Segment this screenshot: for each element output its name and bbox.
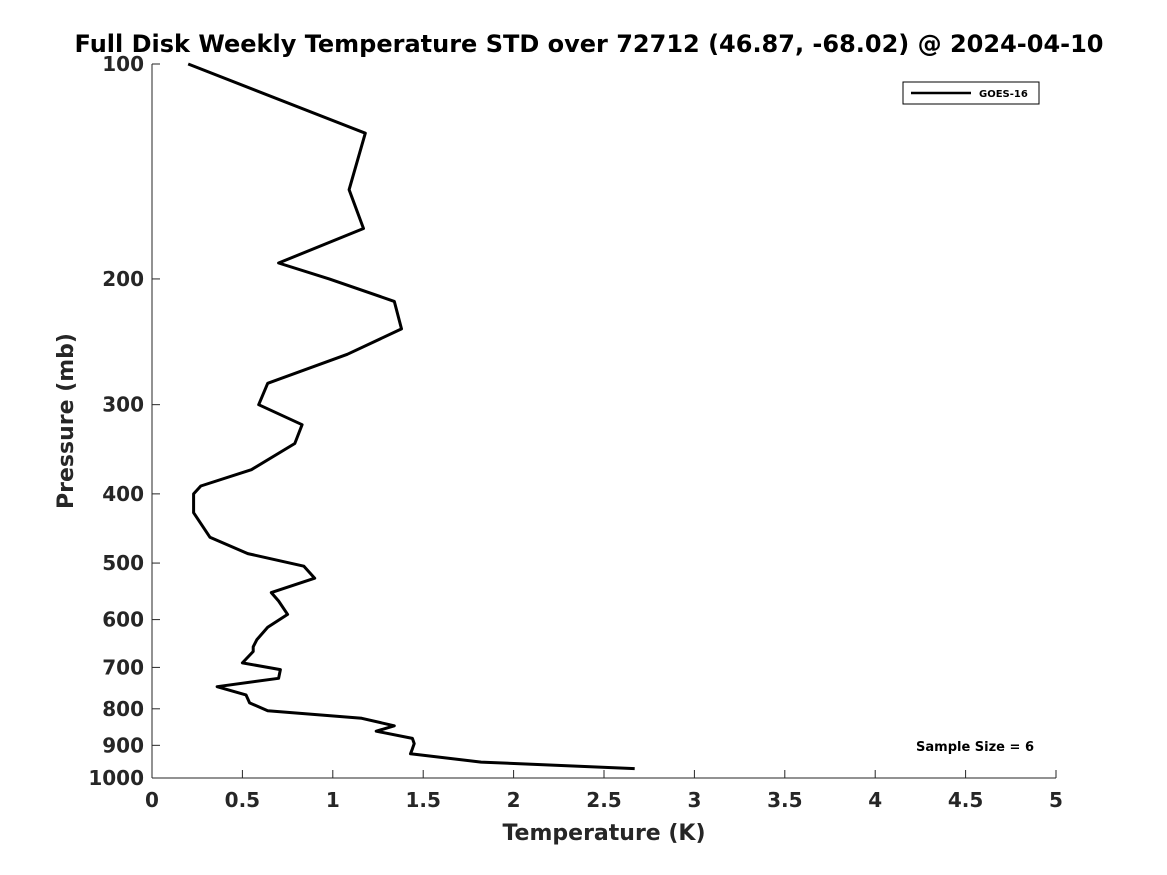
x-tick-label: 4 xyxy=(868,788,882,812)
x-tick-label: 0.5 xyxy=(225,788,260,812)
y-tick-label: 900 xyxy=(102,733,144,757)
y-tick-label: 800 xyxy=(102,697,144,721)
y-axis-label: Pressure (mb) xyxy=(54,333,79,509)
legend-label-goes-16: GOES-16 xyxy=(979,89,1028,100)
y-tick-label: 400 xyxy=(102,482,144,506)
y-tick-label: 700 xyxy=(102,655,144,679)
x-tick-label: 1 xyxy=(326,788,340,812)
x-tick-label: 0 xyxy=(145,788,159,812)
x-tick-label: 2 xyxy=(507,788,521,812)
x-axis-label: Temperature (K) xyxy=(502,821,705,846)
series-layer xyxy=(187,62,635,771)
y-tick-label: 600 xyxy=(102,608,144,632)
y-tick-label: 200 xyxy=(102,267,144,291)
legend: GOES-16 xyxy=(902,81,1040,105)
series-line-goes-16 xyxy=(187,62,635,771)
x-tick-label: 4.5 xyxy=(948,788,983,812)
y-ticks: 100 200 300 400 500 600 700 800 900 1000 xyxy=(88,52,160,790)
plot-axes xyxy=(151,64,1056,779)
y-tick-label: 500 xyxy=(102,551,144,575)
sample-size-annotation: Sample Size = 6 xyxy=(916,740,1034,755)
x-tick-label: 5 xyxy=(1049,788,1063,812)
chart-title: Full Disk Weekly Temperature STD over 72… xyxy=(75,30,1104,58)
plot-area xyxy=(152,64,1056,778)
x-tick-label: 1.5 xyxy=(405,788,440,812)
y-tick-label: 100 xyxy=(102,52,144,76)
x-tick-label: 2.5 xyxy=(586,788,621,812)
y-tick-label: 300 xyxy=(102,393,144,417)
x-tick-label: 3 xyxy=(687,788,701,812)
x-ticks: 0 0.5 1 1.5 2 2.5 3 3.5 4 4.5 5 xyxy=(145,770,1063,812)
x-tick-label: 3.5 xyxy=(767,788,802,812)
y-tick-label: 1000 xyxy=(88,766,144,790)
